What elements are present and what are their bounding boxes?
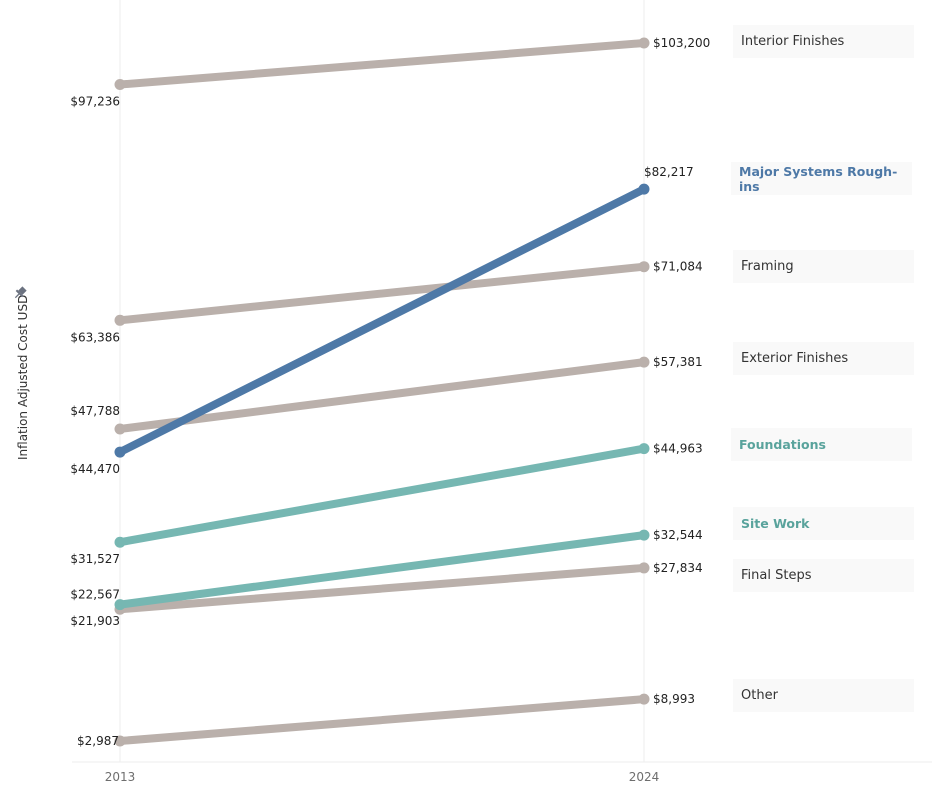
series-line[interactable]	[116, 695, 648, 745]
value-label-2024: $82,217	[644, 165, 694, 179]
series-interior-finishes[interactable]: $97,236 $103,200	[70, 36, 710, 109]
data-point[interactable]	[638, 562, 650, 574]
data-point[interactable]	[638, 443, 650, 455]
value-label-2024: $103,200	[653, 36, 710, 50]
legend-label: Final Steps	[741, 568, 812, 583]
data-point[interactable]	[114, 599, 126, 611]
x-tick-2024: 2024	[629, 770, 660, 784]
series-final-steps[interactable]: $21,903 $27,834	[70, 561, 702, 628]
data-point[interactable]	[638, 356, 650, 368]
value-label-2013: $63,386	[70, 330, 120, 344]
value-label-2024: $8,993	[653, 692, 695, 706]
series-other[interactable]: $2,987 $8,993	[77, 692, 695, 748]
series-line[interactable]	[116, 262, 648, 325]
value-label-2013: $31,527	[70, 552, 120, 566]
legend-label: Major Systems Rough-ins	[739, 163, 898, 194]
legend-label: Other	[741, 688, 778, 703]
legend-label: Exterior Finishes	[741, 351, 849, 366]
legend-item-final-steps[interactable]: Final Steps	[733, 559, 914, 592]
data-point[interactable]	[638, 529, 650, 541]
series-framing[interactable]: $63,386 $71,084	[70, 260, 702, 345]
series-site-work[interactable]: $22,567 $32,544	[70, 528, 703, 611]
value-label-2013: $44,470	[70, 462, 120, 476]
value-label-2013: $21,903	[70, 614, 120, 628]
data-point[interactable]	[638, 37, 650, 49]
series-line[interactable]	[116, 39, 648, 89]
legend-item-foundations[interactable]: Foundations	[731, 428, 912, 461]
x-tick-2013: 2013	[105, 770, 136, 784]
legend-item-framing[interactable]: Framing	[733, 250, 914, 283]
data-point[interactable]	[114, 446, 126, 458]
legend-label: Framing	[741, 259, 794, 274]
legend-item-major-systems-rough-ins[interactable]: Major Systems Rough-ins	[731, 162, 912, 195]
data-point[interactable]	[114, 536, 126, 548]
value-label-2013: $22,567	[70, 588, 120, 602]
data-point[interactable]	[638, 183, 650, 195]
value-label-2024: $57,381	[653, 355, 703, 369]
legend-item-site-work[interactable]: Site Work	[733, 507, 914, 540]
value-label-2024: $71,084	[653, 260, 703, 274]
value-label-2013: $47,788	[70, 404, 120, 418]
value-label-2024: $44,963	[653, 442, 703, 456]
legend-item-interior-finishes[interactable]: Interior Finishes	[733, 25, 914, 58]
series-line[interactable]	[116, 358, 648, 433]
series-major-systems-rough-ins[interactable]: $44,470 $82,217	[70, 165, 693, 476]
value-label-2013: $97,236	[70, 95, 120, 109]
data-point[interactable]	[114, 314, 126, 326]
series-line[interactable]	[116, 563, 648, 614]
data-point[interactable]	[638, 261, 650, 273]
legend-label: Site Work	[741, 516, 810, 531]
value-label-2024: $32,544	[653, 528, 703, 542]
series-line[interactable]	[116, 444, 648, 547]
series-line[interactable]	[116, 531, 648, 609]
pin-icon[interactable]	[12, 285, 28, 301]
legend-label: Interior Finishes	[741, 34, 845, 49]
series-line[interactable]	[116, 185, 648, 457]
series-exterior-finishes[interactable]: $47,788 $57,381	[70, 355, 703, 435]
data-point[interactable]	[114, 79, 126, 91]
y-axis-title: Inflation Adjusted Cost USD	[16, 295, 30, 460]
data-point[interactable]	[114, 423, 126, 435]
series-foundations[interactable]: $31,527 $44,963	[70, 442, 702, 567]
legend-label: Foundations	[739, 437, 826, 452]
legend-item-other[interactable]: Other	[733, 679, 914, 712]
data-point[interactable]	[114, 735, 126, 747]
value-label-2013: $2,987	[77, 734, 119, 748]
legend-item-exterior-finishes[interactable]: Exterior Finishes	[733, 342, 914, 375]
series-layer: $97,236 $103,200 $63,386 $71,084 $47,788 $57,…	[70, 36, 710, 748]
value-label-2024: $27,834	[653, 561, 703, 575]
data-point[interactable]	[638, 693, 650, 705]
